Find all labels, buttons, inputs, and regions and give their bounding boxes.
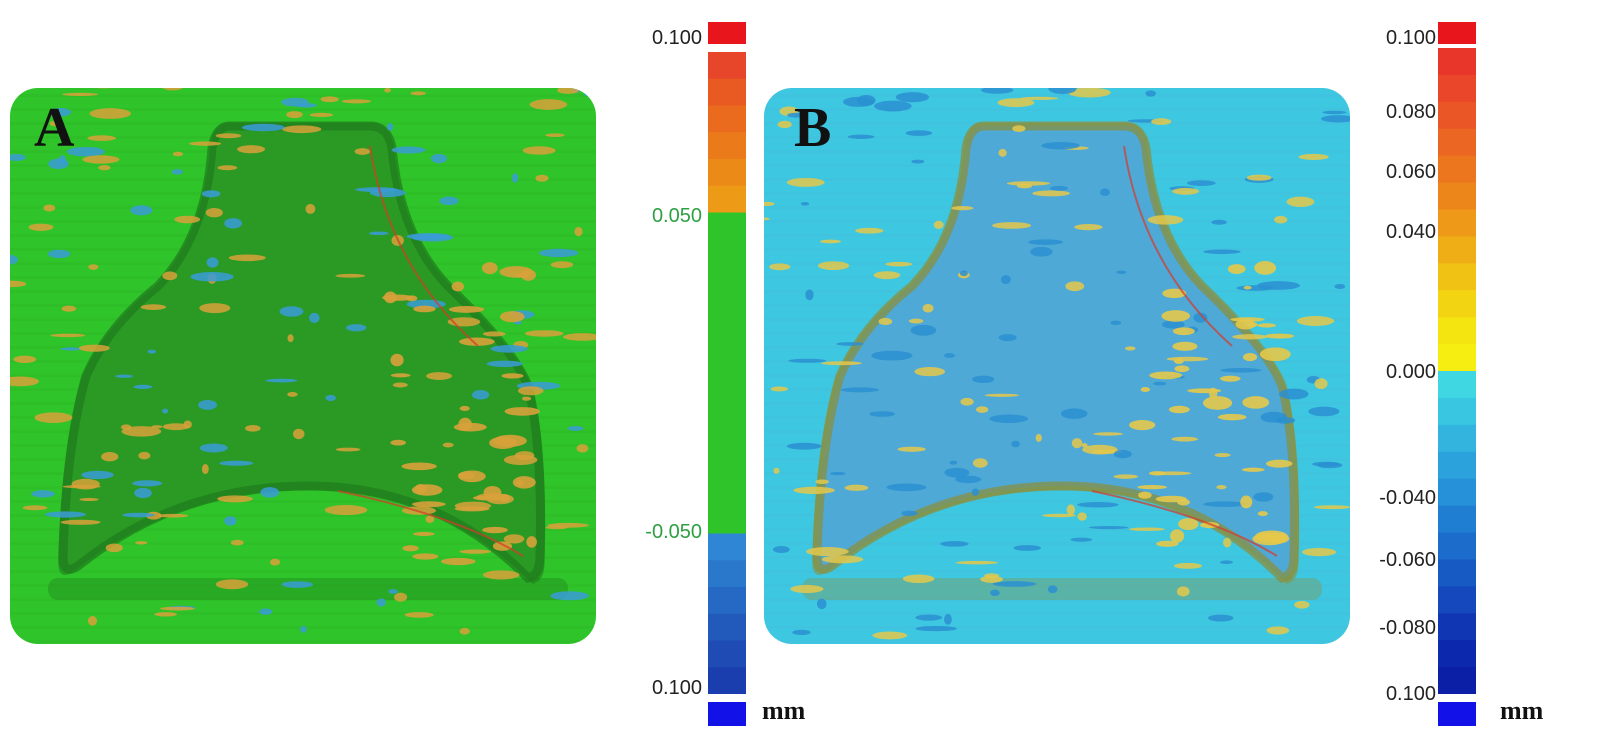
scale-a-band [708, 426, 746, 454]
scale-a-band [708, 319, 746, 347]
scale-b-top-swatch [1438, 22, 1476, 44]
panel-a [8, 86, 598, 646]
color-scale-a: 0.100 0.050 -0.050 0.100 mm [612, 0, 842, 755]
scale-a-band [708, 667, 746, 695]
scale-b-band [1438, 613, 1476, 641]
scale-a-band [708, 480, 746, 508]
scale-b-tick-2: 0.080 [1385, 101, 1436, 123]
scale-a-band [708, 159, 746, 187]
scale-a-band [708, 105, 746, 133]
panel-b [762, 86, 1352, 646]
scale-b-tick-5: 0.000 [1385, 361, 1436, 383]
scale-a-tick-4: 0.100 [651, 677, 702, 699]
scale-a-band [708, 292, 746, 320]
scale-b-tick-7: -0.060 [1379, 549, 1436, 571]
panel-label-a: A [34, 97, 75, 159]
deviation-map-a [10, 88, 596, 644]
scale-b-band [1438, 559, 1476, 587]
scale-a-band [708, 613, 746, 641]
scale-a-band [708, 560, 746, 588]
scale-b-band [1438, 290, 1476, 318]
scale-a-band [708, 373, 746, 401]
scale-b-band [1438, 586, 1476, 614]
scale-b-band [1438, 478, 1476, 507]
color-bar-b [1438, 22, 1476, 726]
scale-a-unit: mm [762, 696, 806, 725]
scale-b-band [1438, 344, 1476, 372]
scale-b-band [1438, 128, 1476, 157]
color-bar-a [708, 22, 746, 726]
scale-a-band [708, 399, 746, 427]
scale-a-band [708, 453, 746, 481]
scale-b-band [1438, 182, 1476, 210]
scale-b-band [1438, 317, 1476, 345]
scale-b-band [1438, 640, 1476, 668]
panel-label-b: B [794, 97, 832, 159]
scale-a-bottom-swatch [708, 702, 746, 726]
scale-b-band [1438, 532, 1476, 560]
scale-b-tick-1: 0.100 [1385, 27, 1436, 49]
scale-b-band [1438, 74, 1476, 103]
scale-b-tick-3: 0.060 [1385, 161, 1436, 183]
scale-a-band [708, 346, 746, 374]
scale-b-band [1438, 155, 1476, 184]
scale-b-band [1438, 101, 1476, 130]
map-b-plate-rim [802, 578, 1322, 600]
map-a-deviation-patches [10, 88, 596, 635]
scale-b-bottom-swatch [1438, 702, 1476, 726]
scale-a-tick-1: 0.100 [651, 27, 702, 49]
scale-b-band [1438, 505, 1476, 533]
deviation-map-b [764, 88, 1350, 644]
scale-b-band [1438, 424, 1476, 453]
scale-b-tick-6: -0.040 [1379, 487, 1436, 509]
scale-b-band [1438, 667, 1476, 695]
scale-a-band [708, 533, 746, 561]
scale-a-band [708, 132, 746, 160]
map-a-plate-rim [48, 578, 568, 600]
scale-b-tick-4: 0.040 [1385, 221, 1436, 243]
scale-a-band [708, 52, 746, 80]
scale-a-band [708, 506, 746, 534]
scale-b-band [1438, 371, 1476, 399]
scale-b-band [1438, 263, 1476, 291]
scale-b-tick-9: 0.100 [1385, 683, 1436, 705]
map-b-basin-floor [817, 126, 1295, 578]
scale-b-band [1438, 209, 1476, 237]
scale-a-band [708, 212, 746, 240]
scale-b-band [1438, 397, 1476, 426]
scale-a-band [708, 266, 746, 294]
scale-b-tick-8: -0.080 [1379, 617, 1436, 639]
scale-b-band [1438, 236, 1476, 264]
map-b-basin-edge [812, 121, 1299, 583]
scale-a-tick-2: 0.050 [651, 205, 702, 227]
scale-b-band [1438, 451, 1476, 480]
scale-a-band [708, 239, 746, 267]
scale-a-band [708, 78, 746, 106]
scale-a-tick-3: -0.050 [645, 521, 702, 543]
color-scale-b: 0.100 0.080 0.060 0.040 0.000 -0.040 -0.… [1352, 0, 1602, 755]
scale-a-top-swatch [708, 22, 746, 44]
scale-a-band [708, 640, 746, 668]
map-a-basin-edge [58, 121, 545, 583]
map-b-deviation-patches [764, 88, 1350, 640]
scale-a-band [708, 185, 746, 213]
scale-b-unit: mm [1500, 696, 1544, 725]
scale-b-band [1438, 48, 1476, 76]
scale-a-band [708, 587, 746, 615]
